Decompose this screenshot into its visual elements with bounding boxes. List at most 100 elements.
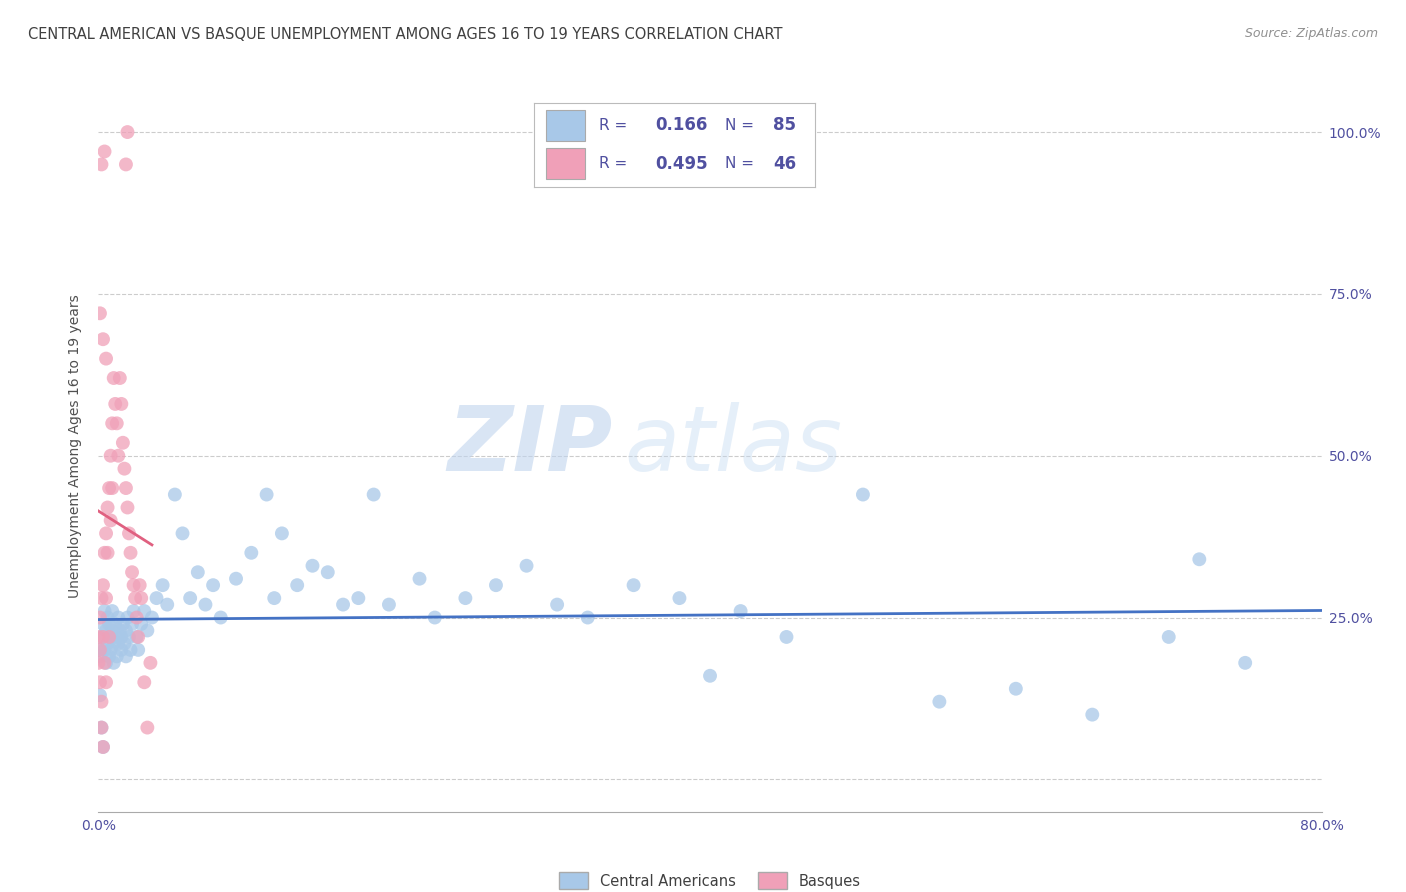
- Point: [97, 500, 120, 515]
- Point: [100, 630, 122, 644]
- Point: [141, 610, 163, 624]
- Point: [1081, 707, 1104, 722]
- Point: [101, 604, 124, 618]
- Text: Source: ZipAtlas.com: Source: ZipAtlas.com: [1244, 27, 1378, 40]
- Point: [112, 636, 135, 650]
- Point: [423, 610, 446, 624]
- Text: 85: 85: [773, 117, 796, 135]
- Point: [110, 643, 132, 657]
- Point: [91, 739, 114, 754]
- Point: [97, 546, 120, 560]
- Point: [97, 610, 120, 624]
- Point: [332, 598, 354, 612]
- Point: [98, 617, 121, 632]
- Legend: Central Americans, Basques: Central Americans, Basques: [554, 866, 866, 892]
- Point: [104, 397, 127, 411]
- Point: [347, 591, 370, 606]
- Point: [115, 649, 138, 664]
- Point: [1234, 656, 1257, 670]
- Point: [124, 591, 146, 606]
- Point: [100, 513, 122, 527]
- Point: [121, 617, 143, 632]
- Point: [93, 643, 115, 657]
- Point: [108, 624, 131, 638]
- Point: [89, 643, 111, 657]
- Point: [117, 610, 139, 624]
- Text: atlas: atlas: [624, 402, 842, 490]
- Point: [127, 643, 149, 657]
- Point: [172, 526, 194, 541]
- Point: [93, 604, 115, 618]
- Point: [89, 610, 111, 624]
- Point: [103, 371, 125, 385]
- Point: [87, 643, 110, 657]
- Point: [202, 578, 225, 592]
- Point: [1188, 552, 1211, 566]
- Point: [105, 417, 128, 431]
- Point: [194, 598, 217, 612]
- Point: [125, 610, 148, 624]
- Point: [97, 636, 120, 650]
- Point: [408, 572, 430, 586]
- Point: [516, 558, 538, 573]
- Text: N =: N =: [725, 118, 759, 133]
- Point: [111, 617, 134, 632]
- Point: [101, 624, 124, 638]
- Point: [115, 624, 138, 638]
- Point: [134, 604, 156, 618]
- Point: [112, 461, 135, 475]
- Point: [117, 125, 139, 139]
- Point: [87, 656, 110, 670]
- Point: [485, 578, 508, 592]
- Point: [187, 566, 209, 580]
- Point: [122, 578, 145, 592]
- Point: [129, 591, 152, 606]
- Point: [107, 610, 129, 624]
- Point: [91, 578, 114, 592]
- Point: [128, 578, 150, 592]
- Point: [87, 630, 110, 644]
- Point: [730, 604, 752, 618]
- Point: [240, 546, 263, 560]
- Text: CENTRAL AMERICAN VS BASQUE UNEMPLOYMENT AMONG AGES 16 TO 19 YEARS CORRELATION CH: CENTRAL AMERICAN VS BASQUE UNEMPLOYMENT …: [28, 27, 783, 42]
- Text: N =: N =: [725, 156, 759, 171]
- Point: [93, 145, 115, 159]
- Point: [225, 572, 247, 586]
- Point: [100, 449, 122, 463]
- Point: [107, 636, 129, 650]
- Point: [104, 617, 127, 632]
- Point: [363, 487, 385, 501]
- Point: [122, 604, 145, 618]
- Point: [110, 630, 132, 644]
- Point: [110, 397, 132, 411]
- Point: [93, 656, 115, 670]
- Text: 0.166: 0.166: [655, 117, 707, 135]
- Point: [928, 695, 950, 709]
- Point: [94, 591, 117, 606]
- Point: [101, 417, 124, 431]
- Point: [121, 566, 143, 580]
- Point: [118, 630, 141, 644]
- Point: [90, 157, 112, 171]
- FancyBboxPatch shape: [546, 148, 585, 178]
- Point: [699, 669, 721, 683]
- Point: [1157, 630, 1180, 644]
- Point: [179, 591, 201, 606]
- Text: ZIP: ZIP: [447, 402, 612, 490]
- Point: [107, 449, 129, 463]
- Text: 0.495: 0.495: [655, 154, 707, 172]
- Point: [90, 630, 112, 644]
- Point: [98, 649, 121, 664]
- Point: [103, 636, 125, 650]
- Point: [546, 598, 568, 612]
- Point: [263, 591, 285, 606]
- Point: [105, 649, 128, 664]
- Point: [94, 351, 117, 366]
- Point: [120, 643, 142, 657]
- Text: 46: 46: [773, 154, 796, 172]
- Point: [256, 487, 278, 501]
- Point: [105, 630, 128, 644]
- Point: [125, 630, 148, 644]
- Point: [90, 591, 112, 606]
- Point: [145, 591, 167, 606]
